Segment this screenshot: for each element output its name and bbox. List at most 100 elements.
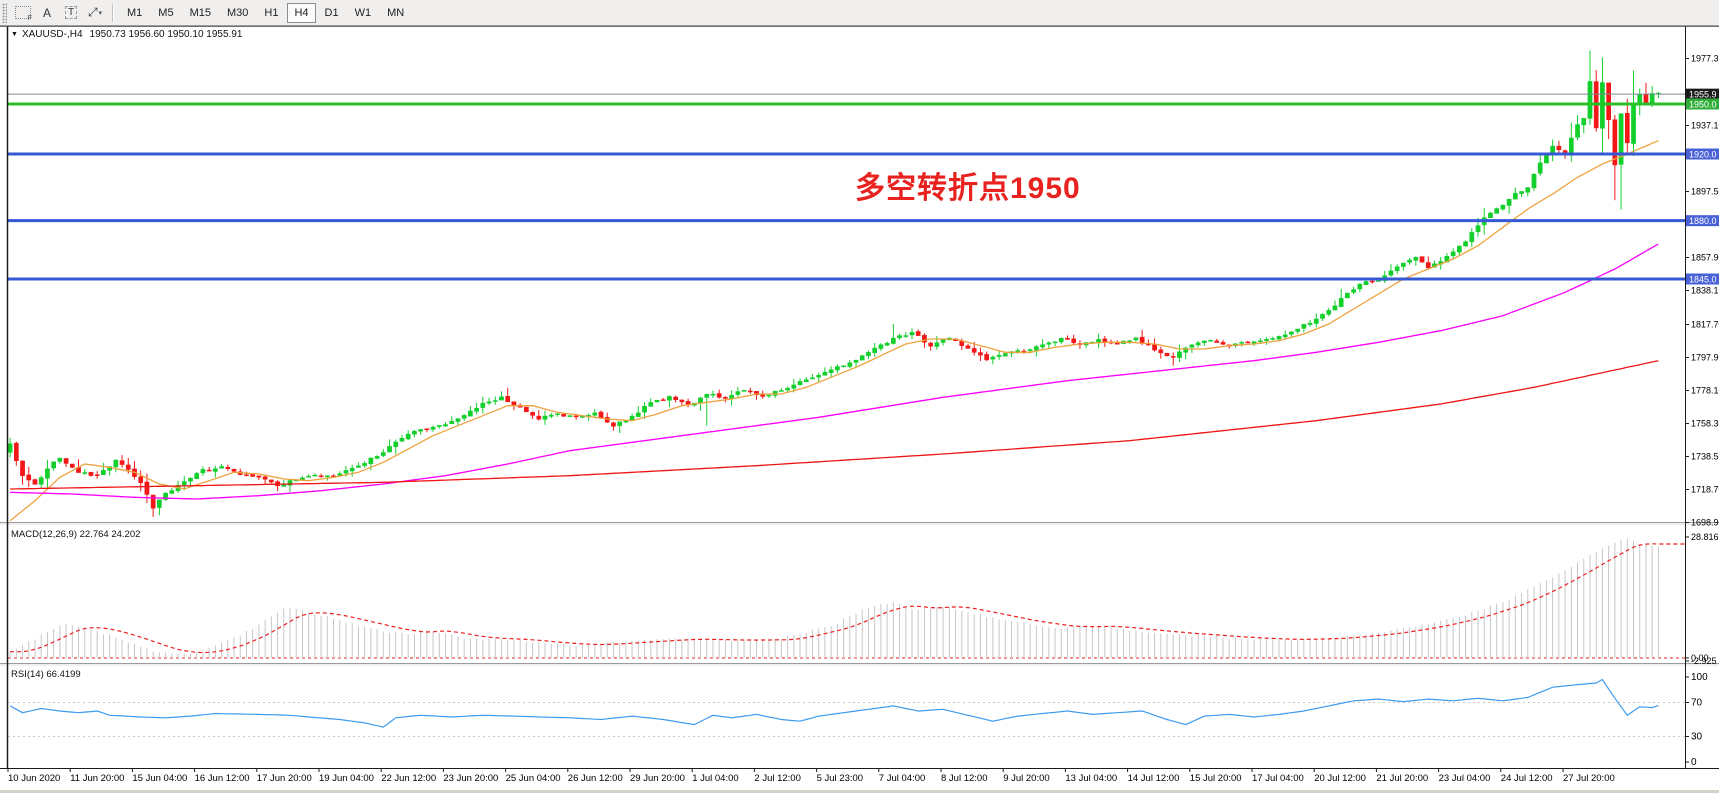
crosshair-tool-icon[interactable]: F xyxy=(11,2,35,24)
crosshair-box-icon: F xyxy=(15,6,32,22)
macd-signal-line xyxy=(10,543,1685,654)
macd-axis-28.816: 28.816 xyxy=(1691,532,1719,542)
timeframe-button-group: M1 M5 M15 M30 H1 H4 D1 W1 MN xyxy=(119,2,412,23)
date-label-21: 20 Jul 12:00 xyxy=(1314,773,1366,784)
price-tick-1698.90: 1698.90 xyxy=(1691,518,1719,528)
date-label-7: 23 Jun 20:00 xyxy=(443,773,498,784)
date-label-10: 29 Jun 20:00 xyxy=(630,773,685,784)
price-badge-1920.0 xyxy=(1686,148,1719,160)
rsi-line xyxy=(9,678,1659,728)
price-tick-1738.50: 1738.50 xyxy=(1691,452,1719,462)
price-tick-1857.90: 1857.90 xyxy=(1691,253,1719,263)
price-tick-1838.10: 1838.10 xyxy=(1691,286,1719,296)
svg-text:1920.0: 1920.0 xyxy=(1689,150,1717,160)
rsi-axis-100: 100 xyxy=(1691,672,1708,683)
price-badge-1845.0 xyxy=(1686,273,1719,285)
macd-histogram-layer xyxy=(9,538,1685,658)
moving-averages-layer xyxy=(9,140,1659,522)
macd-values-label: 22.764 24.202 xyxy=(79,529,141,540)
price-tick-1718.70: 1718.70 xyxy=(1691,485,1719,495)
cursor-mode-tool-icon[interactable]: ⤢ ▾ xyxy=(83,2,107,24)
rsi-axis-70: 70 xyxy=(1691,698,1703,709)
date-label-23: 23 Jul 04:00 xyxy=(1439,773,1491,784)
panel-separator xyxy=(0,663,1719,667)
ma-mid-magenta xyxy=(10,243,1659,500)
price-tick-1758.30: 1758.30 xyxy=(1691,419,1719,429)
price-axis-layer: 1977.30 1937.10 1897.50 1857.90 1838.10 1817.… xyxy=(1685,54,1719,768)
candlesticks-layer xyxy=(7,50,1661,517)
price-tick-1977.30: 1977.30 xyxy=(1691,54,1719,64)
main-toolbar: F A T ⤢ ▾ M1 M5 M15 M30 H1 H4 D1 W1 MN xyxy=(0,0,1719,26)
text-box-tool-icon[interactable]: T xyxy=(59,2,83,24)
window-bottom-strip xyxy=(0,790,1719,793)
panel-separator xyxy=(0,522,1719,526)
date-label-9: 26 Jun 12:00 xyxy=(568,773,623,784)
rsi-line-layer xyxy=(9,678,1659,728)
price-tick-1937.10: 1937.10 xyxy=(1691,121,1719,131)
date-label-4: 17 Jun 20:00 xyxy=(257,773,312,784)
timeframe-button-M30[interactable]: M30 xyxy=(226,6,249,19)
date-label-0: 10 Jun 2020 xyxy=(8,773,60,784)
chart-title: ▼ XAUUSD-,H4 1950.73 1956.60 1950.10 1955.… xyxy=(11,29,242,40)
horizontal-lines-layer xyxy=(8,93,1685,281)
date-label-8: 25 Jun 04:00 xyxy=(506,773,561,784)
timeframe-button-W1[interactable]: W1 xyxy=(354,6,372,19)
price-tick-1897.50: 1897.50 xyxy=(1691,187,1719,197)
date-label-6: 22 Jun 12:00 xyxy=(381,773,436,784)
price-badge-1950.0 xyxy=(1686,98,1719,110)
date-label-15: 8 Jul 12:00 xyxy=(941,773,987,784)
macd-axis-0.00: 0.00 xyxy=(1691,653,1709,663)
date-label-1: 11 Jun 20:00 xyxy=(70,773,124,784)
date-label-13: 5 Jul 23:00 xyxy=(817,773,863,784)
chevron-down-icon: ▾ xyxy=(98,9,103,17)
macd-panel-title: MACD(12,26,9) 22.764 24.202 xyxy=(11,529,140,540)
date-label-25: 27 Jul 20:00 xyxy=(1563,773,1615,784)
date-label-17: 13 Jul 04:00 xyxy=(1065,773,1117,784)
date-label-3: 16 Jun 12:00 xyxy=(195,773,250,784)
timeframe-button-H4[interactable]: H4 xyxy=(287,2,316,23)
rsi-value-label: 66.4199 xyxy=(46,669,81,680)
text-label-tool-icon[interactable]: A xyxy=(35,2,59,24)
rsi-axis-30: 30 xyxy=(1691,732,1703,743)
price-tick-1797.90: 1797.90 xyxy=(1691,353,1719,363)
panel-backgrounds xyxy=(0,26,1719,793)
timeframe-button-D1[interactable]: D1 xyxy=(324,6,339,19)
rsi-axis-0: 0 xyxy=(1691,757,1697,768)
date-label-20: 17 Jul 04:00 xyxy=(1252,773,1304,784)
timeframe-button-H1[interactable]: H1 xyxy=(264,6,279,19)
date-label-16: 9 Jul 20:00 xyxy=(1003,773,1049,784)
letter-a-icon: A xyxy=(42,5,51,20)
date-label-12: 2 Jul 12:00 xyxy=(754,773,800,784)
date-label-14: 7 Jul 04:00 xyxy=(879,773,925,784)
date-label-5: 19 Jun 04:00 xyxy=(319,773,374,784)
macd-axis--2.925: -2.925 xyxy=(1691,656,1717,666)
date-label-18: 14 Jul 12:00 xyxy=(1128,773,1180,784)
price-tick-1778.10: 1778.10 xyxy=(1691,386,1719,396)
toolbar-grip[interactable] xyxy=(2,2,7,23)
macd-name-label: MACD(12,26,9) xyxy=(11,529,77,540)
date-label-22: 21 Jul 20:00 xyxy=(1376,773,1428,784)
timeframe-button-MN[interactable]: MN xyxy=(387,6,405,19)
boxed-t-icon: T xyxy=(64,6,78,19)
collapse-triangle-icon[interactable]: ▼ xyxy=(11,31,18,38)
symbol-timeframe-label: XAUUSD-,H4 xyxy=(21,29,83,40)
ma-fast-orange xyxy=(9,140,1659,522)
timeframe-button-M1[interactable]: M1 xyxy=(127,6,143,19)
timeframe-button-M5[interactable]: M5 xyxy=(158,6,174,19)
price-badge-1955.9 xyxy=(1686,88,1719,100)
rsi-name-label: RSI(14) xyxy=(11,669,44,680)
frame-layer xyxy=(0,26,1719,793)
chart-annotation-text[interactable]: 多空转折点1950 xyxy=(855,172,1081,205)
diagonal-arrows-icon: ⤢ xyxy=(87,5,98,19)
ma-slow-red xyxy=(10,360,1659,490)
date-axis-layer: 10 Jun 2020 11 Jun 20:00 15 Jun 04:00 16 Ju… xyxy=(7,768,1615,784)
date-label-19: 15 Jul 20:00 xyxy=(1190,773,1242,784)
svg-text:1845.0: 1845.0 xyxy=(1689,275,1717,285)
rsi-panel-title: RSI(14) 66.4199 xyxy=(11,669,81,680)
date-label-24: 24 Jul 12:00 xyxy=(1501,773,1553,784)
timeframe-button-M15[interactable]: M15 xyxy=(189,6,211,19)
svg-text:1955.9: 1955.9 xyxy=(1689,90,1717,100)
date-label-2: 15 Jun 04:00 xyxy=(132,773,187,784)
svg-text:1950.0: 1950.0 xyxy=(1689,100,1717,110)
